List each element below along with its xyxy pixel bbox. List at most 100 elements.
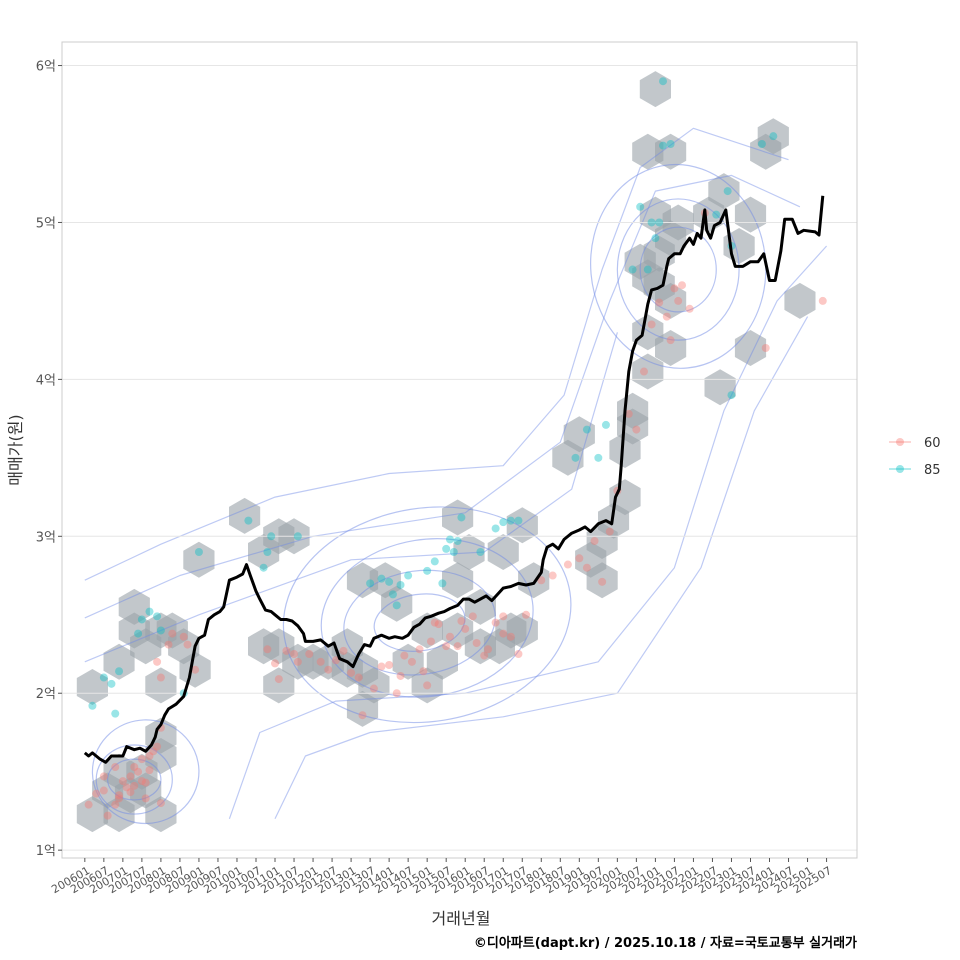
data-point-60 [369, 684, 378, 693]
data-point-60 [670, 284, 679, 293]
data-point-60 [484, 645, 493, 654]
hexbin-cell [708, 173, 740, 210]
density-contour [343, 569, 496, 676]
data-point-85 [514, 516, 523, 525]
data-point-60 [274, 675, 283, 684]
trend-line [83, 195, 825, 764]
data-point-60 [183, 640, 192, 649]
data-point-85 [628, 265, 637, 274]
data-point-60 [111, 800, 120, 809]
data-point-60 [354, 673, 363, 682]
hexbin-cell [734, 196, 767, 233]
data-point-60 [126, 788, 135, 797]
data-point-60 [522, 610, 531, 619]
data-point-60 [99, 786, 108, 795]
y-tick-label: 5억 [36, 216, 56, 231]
data-point-60 [156, 673, 165, 682]
data-point-60 [472, 639, 481, 648]
data-point-60 [305, 650, 314, 658]
hexbin-cell [639, 196, 671, 233]
hexbin-cell [757, 118, 789, 155]
data-point-85 [267, 532, 276, 541]
data-point-85 [769, 132, 778, 141]
hexbin-cell [103, 643, 135, 680]
data-point-60 [480, 651, 489, 660]
y-axis-title: 매매가(원) [6, 414, 25, 485]
data-point-60 [423, 681, 432, 690]
y-tick-label: 1억 [36, 844, 56, 859]
data-point-60 [339, 646, 348, 655]
data-point-60 [316, 657, 325, 666]
data-point-60 [445, 632, 454, 641]
hexbin-cell [506, 612, 538, 649]
data-point-60 [461, 624, 470, 633]
data-point-60 [126, 772, 135, 781]
data-point-60 [282, 646, 291, 655]
hexbin-cell [229, 497, 261, 534]
data-point-85 [153, 612, 162, 621]
data-point-85 [194, 548, 203, 556]
hexbin-cell [734, 330, 767, 366]
data-point-85 [438, 579, 447, 588]
data-point-85 [491, 524, 500, 533]
hexbin-cell [392, 643, 424, 680]
data-point-60 [331, 656, 340, 665]
density-contour [274, 316, 809, 820]
data-point-85 [430, 557, 439, 566]
data-point-85 [259, 563, 268, 572]
hexbin-cell [183, 541, 215, 578]
data-point-60 [434, 620, 443, 629]
trend-line-path [83, 195, 825, 764]
data-point-85 [457, 513, 466, 522]
data-point-60 [263, 645, 272, 654]
data-point-85 [601, 420, 610, 429]
y-tick-label: 4억 [36, 373, 56, 388]
hexbin-cell [487, 534, 519, 570]
data-point-60 [590, 537, 599, 546]
data-point-60 [137, 755, 146, 764]
data-point-60 [818, 296, 827, 305]
data-point-60 [118, 777, 127, 786]
data-point-85 [137, 615, 146, 624]
hexbin-cell [118, 588, 150, 625]
density-contour [616, 198, 740, 341]
data-point-85 [111, 709, 120, 718]
hexbin-cell [632, 353, 664, 390]
data-point-85 [636, 202, 645, 211]
hexbin-cell [453, 534, 485, 570]
data-point-60 [324, 665, 333, 674]
data-point-85 [377, 574, 386, 583]
data-point-60 [191, 665, 200, 674]
data-point-85 [659, 77, 668, 86]
data-point-60 [582, 563, 591, 572]
hexbin-cell [563, 416, 595, 453]
data-point-85 [244, 516, 253, 525]
data-point-60 [141, 794, 150, 803]
hexbin-cell [442, 562, 474, 599]
legend-key-point [896, 465, 904, 473]
hexbin-cell [381, 585, 413, 622]
data-point-60 [149, 747, 158, 756]
data-point-60 [674, 296, 683, 305]
data-point-60 [347, 668, 356, 677]
data-point-60 [426, 637, 435, 646]
data-point-60 [662, 312, 671, 321]
data-point-85 [506, 516, 515, 525]
hexbin-cell [784, 282, 816, 319]
legend-key-point [896, 438, 904, 446]
density-contour [639, 226, 717, 313]
data-point-60 [130, 762, 139, 771]
data-point-60 [400, 651, 409, 660]
data-point-85 [115, 667, 124, 676]
data-point-60 [290, 650, 299, 658]
legend: 60 85 [889, 436, 941, 478]
data-point-60 [685, 304, 694, 313]
data-point-85 [134, 629, 143, 638]
data-point-60 [293, 657, 302, 666]
hexbin-cell [358, 667, 390, 704]
data-point-60 [179, 632, 188, 641]
density-contour [228, 245, 828, 819]
data-point-60 [111, 762, 120, 771]
y-tick-label: 2억 [36, 687, 56, 702]
